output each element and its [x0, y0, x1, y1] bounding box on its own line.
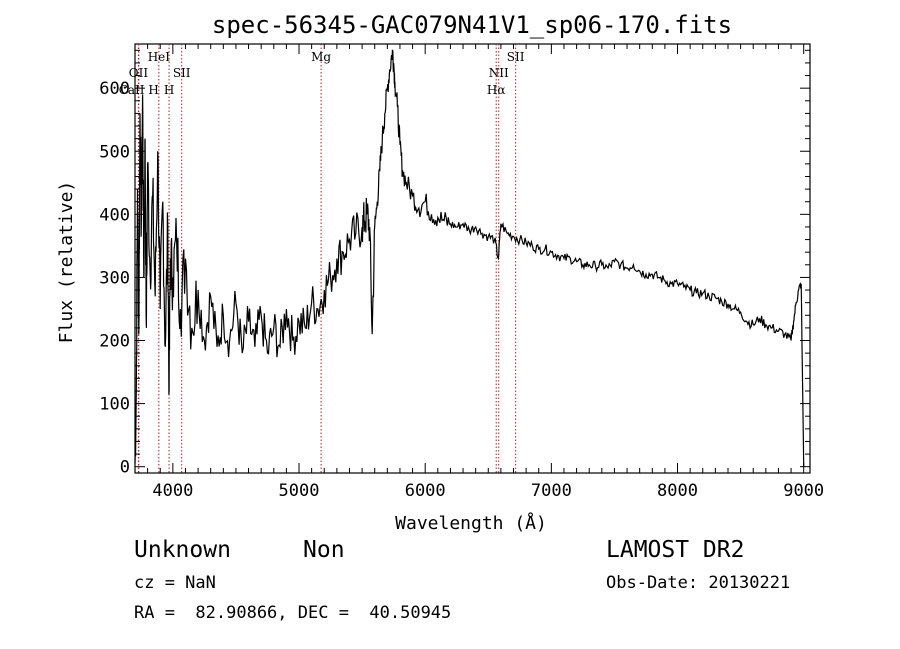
line-marker-label: H — [164, 83, 174, 97]
x-tick-label: 7000 — [531, 481, 572, 501]
y-tick-label: 200 — [99, 332, 130, 352]
y-tick-label: 400 — [99, 205, 130, 225]
coordinates: RA = 82.90866, DEC = 40.50945 — [134, 603, 452, 623]
y-axis-label: Flux (relative) — [56, 181, 77, 344]
x-tick-label: 5000 — [279, 481, 320, 501]
line-marker-label: CaII H — [119, 83, 159, 97]
y-tick-label: 0 — [120, 458, 130, 478]
plot-frame — [134, 43, 811, 474]
x-tick-label: 4000 — [152, 481, 193, 501]
subclass-label: Non — [303, 537, 345, 563]
line-marker-label: Hα — [487, 83, 506, 97]
y-tick-label: 500 — [99, 142, 130, 162]
line-marker-label: Mg — [311, 50, 331, 64]
line-marker-label: SII — [173, 66, 191, 80]
line-marker-label: NII — [489, 66, 509, 80]
redshift-cz: cz = NaN — [134, 573, 216, 593]
survey-label: LAMOST DR2 — [606, 537, 745, 563]
y-tick-label: 600 — [99, 79, 130, 99]
spectrum-line — [134, 49, 805, 467]
x-axis-label: Wavelength (Å) — [395, 512, 547, 534]
x-tick-label: 8000 — [657, 481, 698, 501]
line-marker-label: SII — [507, 50, 525, 64]
x-tick-label: 9000 — [783, 481, 824, 501]
y-tick-label: 100 — [99, 395, 130, 415]
line-marker-label: HeI — [148, 50, 171, 64]
y-tick-label: 300 — [99, 268, 130, 288]
observation-date: Obs-Date: 20130221 — [606, 573, 791, 593]
chart-title: spec-56345-GAC079N41V1_sp06-170.fits — [212, 11, 732, 39]
class-label: Unknown — [134, 537, 231, 563]
x-tick-label: 6000 — [405, 481, 446, 501]
